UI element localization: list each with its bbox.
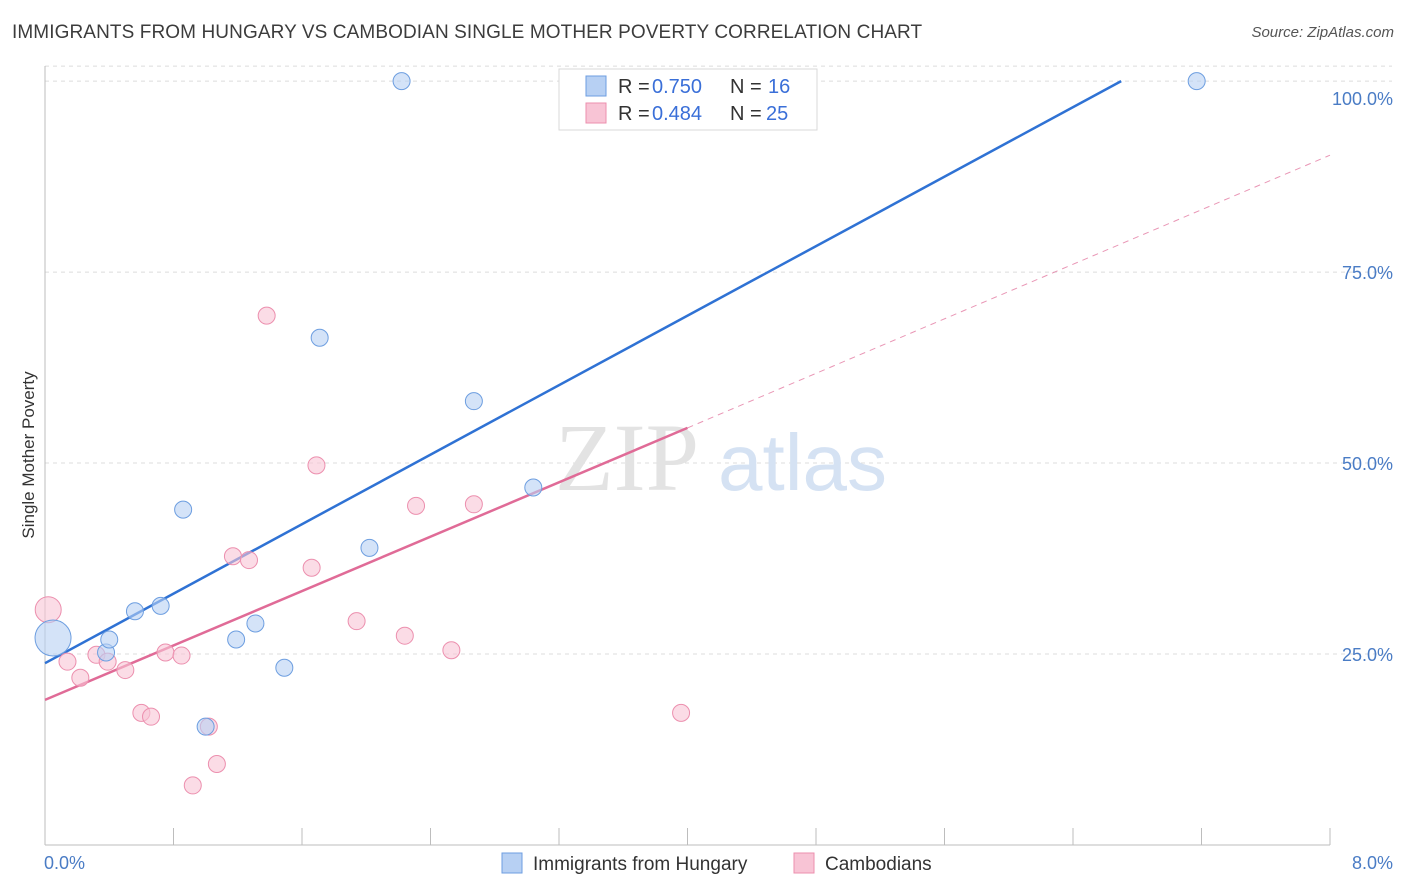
point-cambodians-16 bbox=[302, 558, 321, 577]
point-cambodians-13 bbox=[223, 547, 242, 566]
trendline-hungary bbox=[44, 79, 1122, 665]
point-hungary-4 bbox=[151, 596, 170, 615]
legend-r-label-cambodians: R = bbox=[618, 103, 650, 125]
x-tick-label-min: 0.0% bbox=[44, 853, 85, 873]
point-cambodians-24 bbox=[672, 703, 691, 722]
point-hungary-0 bbox=[34, 619, 72, 657]
legend-r-label-hungary: R = bbox=[618, 76, 650, 98]
point-hungary-9 bbox=[275, 658, 294, 677]
point-cambodians-18 bbox=[347, 612, 366, 631]
legend-n-value-cambodians: 25 bbox=[766, 103, 788, 125]
point-hungary-8 bbox=[246, 614, 265, 633]
bottom-legend-label-hungary: Immigrants from Hungary bbox=[533, 854, 748, 875]
bottom-legend-label-cambodians: Cambodians bbox=[825, 854, 932, 875]
point-cambodians-21 bbox=[442, 641, 461, 660]
y-tick-label-1: 50.0% bbox=[1342, 454, 1393, 474]
point-hungary-14 bbox=[524, 478, 543, 497]
legend-r-value-hungary: 0.750 bbox=[652, 76, 702, 98]
trendline-cambodians bbox=[44, 426, 688, 702]
point-hungary-12 bbox=[392, 72, 411, 91]
point-hungary-13 bbox=[464, 392, 483, 411]
chart-source: Source: ZipAtlas.com bbox=[1251, 24, 1394, 41]
watermark-zip: ZIP bbox=[555, 404, 699, 511]
point-cambodians-1 bbox=[58, 652, 77, 671]
y-axis-title: Single Mother Poverty bbox=[19, 371, 38, 539]
point-cambodians-12 bbox=[207, 755, 226, 774]
bottom-legend-swatch-hungary bbox=[501, 852, 523, 874]
point-cambodians-2 bbox=[71, 668, 90, 687]
y-tick-label-2: 75.0% bbox=[1342, 263, 1393, 283]
watermark-atlas: atlas bbox=[718, 418, 887, 507]
y-tick-labels: 25.0% 50.0% 75.0% 100.0% bbox=[1332, 89, 1393, 665]
legend-n-value-hungary: 16 bbox=[768, 76, 790, 98]
grid-lines bbox=[45, 65, 1392, 655]
point-cambodians-5 bbox=[116, 661, 135, 680]
legend-r-value-cambodians: 0.484 bbox=[652, 103, 702, 125]
point-cambodians-0 bbox=[34, 596, 62, 624]
point-hungary-15 bbox=[1187, 72, 1206, 91]
point-cambodians-7 bbox=[142, 707, 161, 726]
legend-n-label-hungary: N = bbox=[730, 76, 762, 98]
point-cambodians-17 bbox=[307, 456, 326, 475]
point-hungary-5 bbox=[174, 500, 193, 519]
legend-swatch-hungary bbox=[585, 75, 607, 97]
point-hungary-6 bbox=[196, 717, 215, 736]
point-cambodians-9 bbox=[172, 646, 191, 665]
series-legend: Immigrants from Hungary Cambodians bbox=[501, 852, 932, 875]
point-hungary-7 bbox=[227, 630, 246, 649]
point-hungary-11 bbox=[360, 538, 379, 557]
point-cambodians-22 bbox=[464, 495, 483, 514]
point-hungary-3 bbox=[125, 602, 144, 621]
trendline-cambodians-extension bbox=[687, 154, 1331, 429]
y-tick-label-3: 100.0% bbox=[1332, 89, 1393, 109]
chart-title: IMMIGRANTS FROM HUNGARY VS CAMBODIAN SIN… bbox=[12, 22, 923, 43]
bottom-legend-swatch-cambodians bbox=[793, 852, 815, 874]
point-cambodians-14 bbox=[239, 551, 258, 570]
point-cambodians-10 bbox=[183, 776, 202, 795]
x-tick-label-max: 8.0% bbox=[1352, 853, 1393, 873]
point-cambodians-19 bbox=[395, 626, 414, 645]
axes bbox=[44, 66, 1331, 846]
legend-n-label-cambodians: N = bbox=[730, 103, 762, 125]
trendlines bbox=[44, 79, 1331, 702]
point-cambodians-15 bbox=[257, 306, 276, 325]
data-points bbox=[34, 72, 1206, 795]
zipatlas-watermark: ZIP atlas bbox=[555, 404, 887, 511]
correlation-legend: R = 0.750 N = 16 R = 0.484 N = 25 bbox=[558, 68, 818, 131]
point-cambodians-20 bbox=[407, 496, 426, 515]
legend-swatch-cambodians bbox=[585, 102, 607, 124]
point-hungary-10 bbox=[310, 328, 329, 347]
point-hungary-2 bbox=[100, 630, 119, 649]
point-cambodians-8 bbox=[156, 643, 175, 662]
y-tick-label-0: 25.0% bbox=[1342, 645, 1393, 665]
